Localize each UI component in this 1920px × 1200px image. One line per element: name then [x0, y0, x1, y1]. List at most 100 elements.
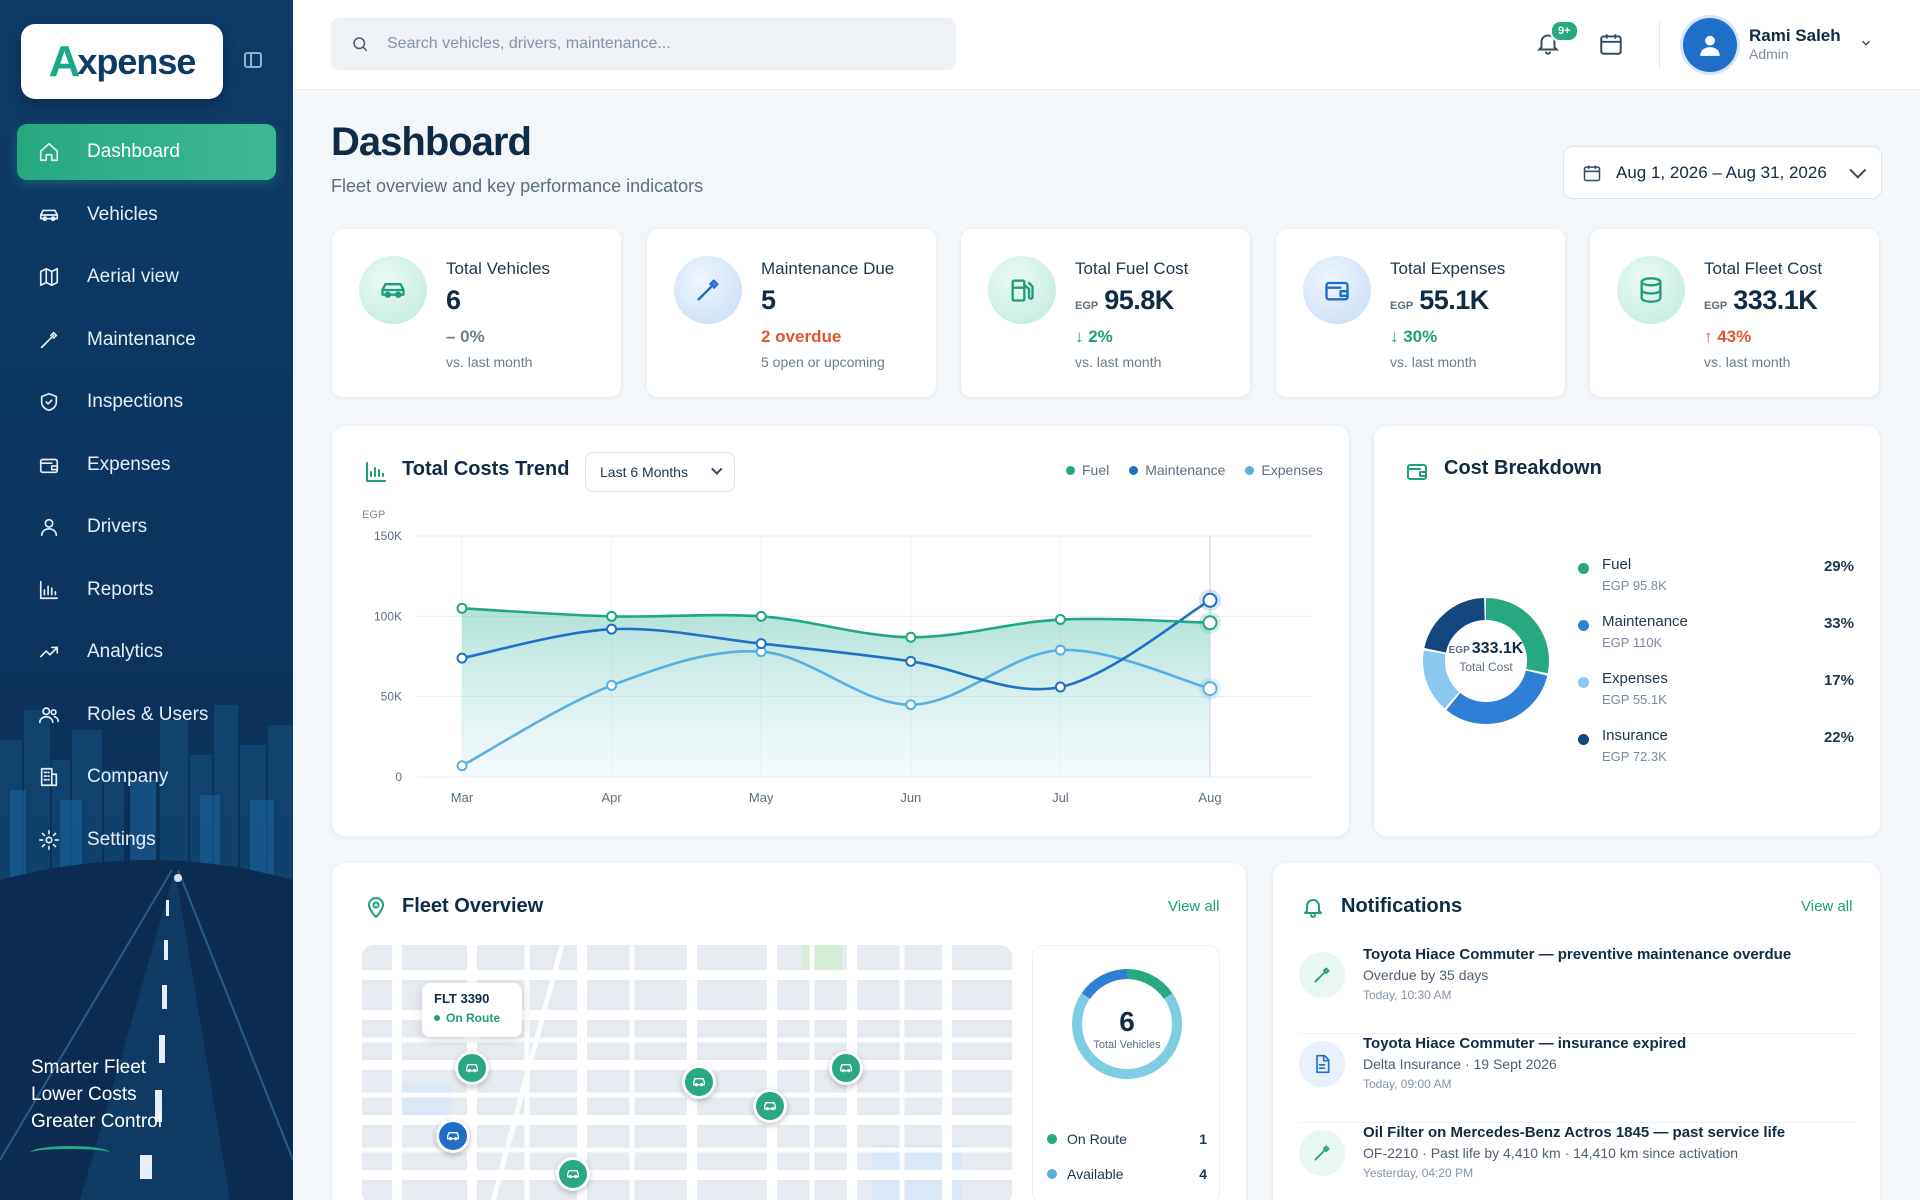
- data-point-expenses: [1054, 644, 1066, 656]
- fleet-title: Fleet Overview: [402, 895, 544, 917]
- sidebar-item-dashboard[interactable]: Dashboard: [17, 124, 276, 180]
- notification-item[interactable]: Toyota Hiace Commuter — insurance expire…: [1299, 1035, 1855, 1123]
- fleet-total-value: 6: [1119, 1006, 1135, 1037]
- x-tick-label: Jun: [900, 790, 921, 805]
- city-skyline-illustration: [0, 705, 293, 880]
- logo-text: xpense: [77, 40, 196, 82]
- x-tick-label: Mar: [451, 790, 474, 805]
- donut-slice-expenses[interactable]: [1423, 598, 1549, 724]
- sidebar-item-drivers[interactable]: Drivers: [17, 499, 276, 555]
- sidebar-item-roles-users[interactable]: Roles & Users: [17, 687, 276, 743]
- search-bar[interactable]: [331, 18, 956, 70]
- user-name[interactable]: Rami Saleh: [1749, 26, 1841, 45]
- kpi-note: vs. last month: [1075, 354, 1162, 370]
- sidebar-item-settings[interactable]: Settings: [17, 812, 276, 868]
- wrench-icon: [1314, 1145, 1330, 1161]
- kpi-icon: [1303, 256, 1371, 324]
- car-icon: [764, 1102, 776, 1111]
- sidebar-item-vehicles[interactable]: Vehicles: [17, 187, 276, 243]
- trend-range-value: Last 6 Months: [600, 464, 688, 480]
- notification-icon: [1299, 1041, 1345, 1087]
- fleet-stat-on-route[interactable]: On Route 1: [1047, 1131, 1207, 1147]
- sidebar-item-company[interactable]: Company: [17, 749, 276, 805]
- fleet-map[interactable]: FLT 3390 On Route: [362, 945, 1012, 1200]
- kpi-delta: ↓ 2%: [1075, 327, 1113, 346]
- x-tick-label: Aug: [1198, 790, 1221, 805]
- logo-mark: A: [48, 36, 81, 86]
- vehicle-pin[interactable]: [753, 1089, 787, 1123]
- x-tick-label: May: [749, 790, 774, 805]
- fleet-stat-count: 4: [1199, 1166, 1207, 1182]
- data-point-fuel: [755, 610, 767, 622]
- vehicle-pin[interactable]: [829, 1051, 863, 1085]
- bell-icon: [1301, 895, 1325, 919]
- breakdown-row-maintenance: Maintenance EGP 110K 33%: [1578, 613, 1854, 663]
- trend-up-icon: [39, 646, 59, 658]
- sidebar-item-maintenance[interactable]: Maintenance: [17, 312, 276, 368]
- data-point-fuel: [456, 602, 468, 614]
- kpi-label: Total Fleet Cost: [1704, 259, 1823, 278]
- kpi-value-number: 6: [446, 285, 461, 315]
- user-menu-chevron-down-icon[interactable]: [1859, 36, 1873, 50]
- legend-dot-maintenance: [1129, 465, 1139, 475]
- sidebar-item-reports[interactable]: Reports: [17, 562, 276, 618]
- notification-item[interactable]: Toyota Hiace Commuter — preventive maint…: [1299, 946, 1855, 1034]
- sidebar-item-aerial-view[interactable]: Aerial view: [17, 249, 276, 305]
- chevron-down-icon: [1849, 161, 1867, 179]
- notification-detail: Overdue by 35 days: [1363, 967, 1489, 983]
- map-icon: [39, 267, 59, 287]
- breakdown-dot: [1578, 563, 1589, 574]
- map-icon-wrap: [37, 265, 61, 289]
- kpi-label: Total Vehicles: [446, 259, 550, 278]
- sidebar-item-label: Settings: [87, 828, 156, 850]
- vehicle-pin[interactable]: [556, 1157, 590, 1191]
- vehicle-pin[interactable]: [436, 1119, 470, 1153]
- vehicle-popup[interactable]: FLT 3390 On Route: [422, 983, 522, 1037]
- kpi-note: vs. last month: [1704, 354, 1791, 370]
- notification-item[interactable]: Oil Filter on Mercedes-Benz Actros 1845 …: [1299, 1124, 1855, 1200]
- donut-slice-maintenance[interactable]: [1423, 598, 1549, 724]
- fleet-overview-panel: Fleet Overview View all FLT 3390 On Rout…: [331, 862, 1247, 1200]
- kpi-delta: ↓ 30%: [1390, 327, 1438, 346]
- breakdown-name: Expenses: [1602, 670, 1668, 687]
- fleet-view-all-link[interactable]: View all: [1168, 898, 1220, 915]
- breakdown-row-insurance: Insurance EGP 72.3K 22%: [1578, 727, 1854, 777]
- date-range-picker[interactable]: Aug 1, 2026 – Aug 31, 2026: [1563, 146, 1882, 199]
- calendar-icon[interactable]: [1598, 31, 1624, 62]
- breakdown-pct: 29%: [1823, 558, 1854, 575]
- sidebar-item-label: Expenses: [87, 453, 171, 475]
- x-tick-label: Jul: [1052, 790, 1069, 805]
- y-tick-label: 50K: [381, 690, 402, 704]
- kpi-card-total-fleet-cost[interactable]: Total Fleet Cost EGP 333.1K ↑ 43% vs. las…: [1589, 228, 1880, 398]
- sidebar-item-analytics[interactable]: Analytics: [17, 624, 276, 680]
- trend-range-select[interactable]: Last 6 Months: [585, 452, 735, 492]
- user-avatar[interactable]: [1683, 18, 1737, 72]
- legend-expenses: Expenses: [1261, 462, 1323, 478]
- kpi-card-maintenance-due[interactable]: Maintenance Due 5 2 overdue 5 open or up…: [646, 228, 937, 398]
- breakdown-title: Cost Breakdown: [1444, 457, 1602, 479]
- kpi-card-total-expenses[interactable]: Total Expenses EGP 55.1K ↓ 30% vs. last m…: [1275, 228, 1566, 398]
- search-icon: [353, 37, 368, 52]
- sidebar-nav: Dashboard Vehicles Aerial view Maintenance I…: [17, 124, 276, 874]
- kpi-note: vs. last month: [446, 354, 533, 370]
- vehicle-pin[interactable]: [682, 1065, 716, 1099]
- donut-slice-fuel[interactable]: [1423, 598, 1549, 724]
- fuel-area: [462, 608, 1210, 777]
- kpi-card-total-fuel-cost[interactable]: Total Fuel Cost EGP 95.8K ↓ 2% vs. last m…: [960, 228, 1251, 398]
- legend-dot-fuel: [1066, 465, 1075, 475]
- notifications-view-all-link[interactable]: View all: [1801, 898, 1853, 915]
- data-point-expenses: [1202, 681, 1218, 697]
- total-costs-trend-panel: Total Costs Trend Last 6 Months Fuel Mai…: [331, 425, 1350, 837]
- tagline-line-2: Lower Costs: [31, 1084, 137, 1105]
- wrench-icon: [697, 279, 719, 301]
- sidebar-collapse-icon[interactable]: [244, 52, 262, 68]
- sidebar-item-inspections[interactable]: Inspections: [17, 374, 276, 430]
- kpi-card-total-vehicles[interactable]: Total Vehicles 6 – 0% vs. last month: [331, 228, 622, 398]
- fleet-total-label: Total Vehicles: [1093, 1039, 1161, 1051]
- fleet-stat-available[interactable]: Available 4: [1047, 1166, 1207, 1182]
- sidebar-item-label: Reports: [87, 578, 154, 600]
- sidebar-item-expenses[interactable]: Expenses: [17, 437, 276, 493]
- search-input[interactable]: [387, 35, 907, 53]
- vehicle-pin[interactable]: [455, 1051, 489, 1085]
